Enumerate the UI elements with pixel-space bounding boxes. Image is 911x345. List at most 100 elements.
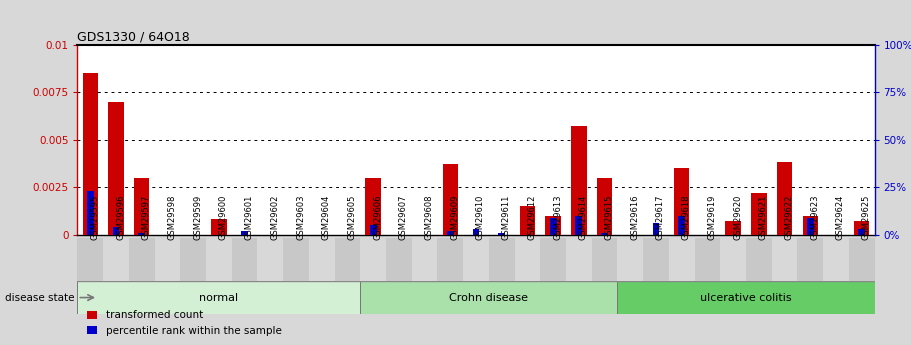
FancyBboxPatch shape: [180, 238, 206, 281]
Bar: [113, 227, 119, 235]
Bar: [576, 216, 582, 235]
FancyBboxPatch shape: [386, 238, 412, 281]
Text: GSM29603: GSM29603: [296, 195, 305, 240]
Text: GSM29610: GSM29610: [476, 195, 485, 240]
Text: GSM29613: GSM29613: [553, 195, 562, 240]
FancyBboxPatch shape: [77, 281, 360, 314]
Bar: [597, 178, 612, 235]
Bar: [87, 191, 94, 235]
FancyBboxPatch shape: [258, 238, 283, 281]
FancyBboxPatch shape: [103, 238, 128, 281]
FancyBboxPatch shape: [309, 238, 334, 281]
Text: GSM29623: GSM29623: [810, 195, 819, 240]
FancyBboxPatch shape: [721, 238, 746, 281]
Text: Crohn disease: Crohn disease: [449, 293, 528, 303]
Text: GSM29602: GSM29602: [271, 195, 280, 240]
Text: GSM29597: GSM29597: [142, 195, 150, 240]
FancyBboxPatch shape: [489, 238, 515, 281]
FancyBboxPatch shape: [540, 238, 566, 281]
Bar: [549, 218, 557, 235]
FancyBboxPatch shape: [849, 238, 875, 281]
FancyBboxPatch shape: [206, 238, 231, 281]
Text: GSM29608: GSM29608: [425, 195, 434, 240]
Text: GSM29616: GSM29616: [630, 195, 640, 240]
FancyBboxPatch shape: [669, 238, 694, 281]
Bar: [365, 178, 381, 235]
Text: GSM29618: GSM29618: [681, 195, 691, 240]
Bar: [498, 233, 506, 235]
FancyBboxPatch shape: [772, 238, 797, 281]
FancyBboxPatch shape: [334, 238, 360, 281]
Text: GSM29606: GSM29606: [374, 195, 382, 240]
Text: GSM29619: GSM29619: [708, 195, 716, 240]
Bar: [241, 231, 248, 235]
Bar: [370, 225, 376, 235]
Bar: [678, 216, 685, 235]
Text: GSM29612: GSM29612: [527, 195, 537, 240]
Legend: transformed count, percentile rank within the sample: transformed count, percentile rank withi…: [83, 306, 286, 340]
Bar: [134, 178, 149, 235]
Text: GSM29620: GSM29620: [733, 195, 742, 240]
Text: GDS1330 / 64O18: GDS1330 / 64O18: [77, 31, 190, 44]
Text: GSM29596: GSM29596: [116, 195, 125, 240]
FancyBboxPatch shape: [566, 238, 592, 281]
Text: GSM29621: GSM29621: [759, 195, 768, 240]
Bar: [725, 221, 741, 235]
Text: GSM29605: GSM29605: [347, 195, 356, 240]
Bar: [858, 229, 865, 235]
Text: GSM29601: GSM29601: [244, 195, 253, 240]
Bar: [752, 193, 766, 235]
Text: GSM29599: GSM29599: [193, 195, 202, 240]
Bar: [803, 216, 818, 235]
Bar: [519, 206, 535, 235]
Bar: [601, 233, 608, 235]
FancyBboxPatch shape: [231, 238, 258, 281]
Bar: [443, 164, 458, 235]
Bar: [777, 162, 793, 235]
Text: normal: normal: [200, 293, 239, 303]
FancyBboxPatch shape: [694, 238, 721, 281]
FancyBboxPatch shape: [77, 238, 103, 281]
Text: GSM29617: GSM29617: [656, 195, 665, 240]
Text: GSM29604: GSM29604: [322, 195, 331, 240]
Text: GSM29622: GSM29622: [784, 195, 793, 240]
Text: GSM29607: GSM29607: [399, 195, 408, 240]
FancyBboxPatch shape: [412, 238, 437, 281]
FancyBboxPatch shape: [463, 238, 489, 281]
Text: GSM29595: GSM29595: [90, 195, 99, 240]
FancyBboxPatch shape: [824, 238, 849, 281]
FancyBboxPatch shape: [360, 238, 386, 281]
Bar: [546, 216, 561, 235]
FancyBboxPatch shape: [128, 238, 155, 281]
FancyBboxPatch shape: [155, 238, 180, 281]
FancyBboxPatch shape: [592, 238, 618, 281]
Bar: [652, 223, 660, 235]
FancyBboxPatch shape: [746, 238, 772, 281]
Text: GSM29609: GSM29609: [450, 195, 459, 240]
Bar: [211, 219, 227, 235]
Bar: [473, 229, 479, 235]
FancyBboxPatch shape: [797, 238, 824, 281]
Bar: [108, 102, 124, 235]
FancyBboxPatch shape: [618, 281, 875, 314]
Text: GSM29600: GSM29600: [219, 195, 228, 240]
Text: ulcerative colitis: ulcerative colitis: [701, 293, 792, 303]
Bar: [854, 221, 869, 235]
Bar: [83, 73, 98, 235]
Text: GSM29598: GSM29598: [168, 195, 177, 240]
Text: GSM29614: GSM29614: [578, 195, 588, 240]
Bar: [807, 218, 814, 235]
FancyBboxPatch shape: [360, 281, 618, 314]
Text: GSM29624: GSM29624: [836, 195, 845, 240]
FancyBboxPatch shape: [437, 238, 463, 281]
Text: GSM29615: GSM29615: [605, 195, 614, 240]
Bar: [571, 126, 587, 235]
Bar: [138, 233, 145, 235]
FancyBboxPatch shape: [283, 238, 309, 281]
Text: GSM29611: GSM29611: [502, 195, 511, 240]
Text: disease state: disease state: [5, 294, 74, 303]
FancyBboxPatch shape: [618, 238, 643, 281]
Bar: [446, 231, 454, 235]
Bar: [674, 168, 690, 235]
FancyBboxPatch shape: [515, 238, 540, 281]
